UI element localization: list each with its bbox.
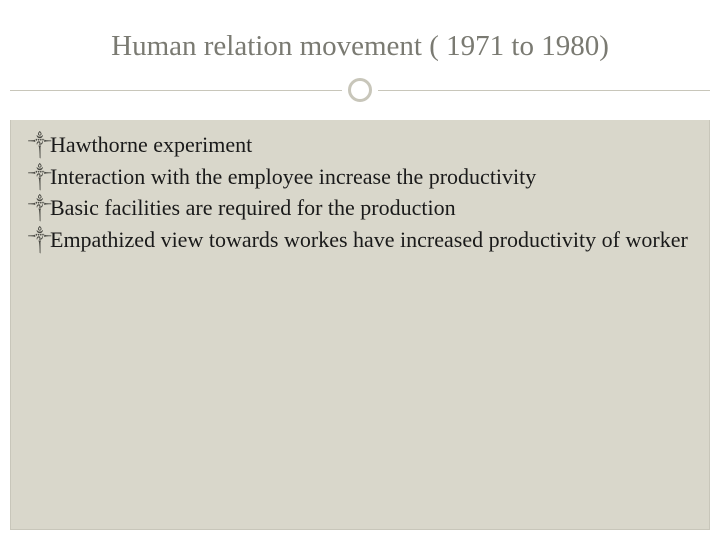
list-item: ༒ Interaction with the employee increase… [28, 162, 692, 192]
slide-title: Human relation movement ( 1971 to 1980) [111, 30, 609, 63]
bullet-icon: ༒ [28, 132, 50, 156]
divider-line-right [378, 90, 710, 91]
bullet-text: Empathized view towards workes have incr… [50, 225, 692, 255]
content-area: ༒ Hawthorne experiment ༒ Interaction wit… [28, 130, 692, 257]
divider-line-left [10, 90, 342, 91]
bullet-icon: ༒ [28, 195, 50, 219]
bullet-text: Basic facilities are required for the pr… [50, 193, 692, 223]
list-item: ༒ Basic facilities are required for the … [28, 193, 692, 223]
slide: Human relation movement ( 1971 to 1980) … [0, 0, 720, 540]
bullet-text: Interaction with the employee increase t… [50, 162, 692, 192]
bullet-text: Hawthorne experiment [50, 130, 692, 160]
bullet-icon: ༒ [28, 164, 50, 188]
divider-circle-icon [348, 78, 372, 102]
list-item: ༒ Empathized view towards workes have in… [28, 225, 692, 255]
bullet-icon: ༒ [28, 227, 50, 251]
title-area: Human relation movement ( 1971 to 1980) [10, 10, 710, 120]
title-divider [10, 78, 710, 102]
list-item: ༒ Hawthorne experiment [28, 130, 692, 160]
